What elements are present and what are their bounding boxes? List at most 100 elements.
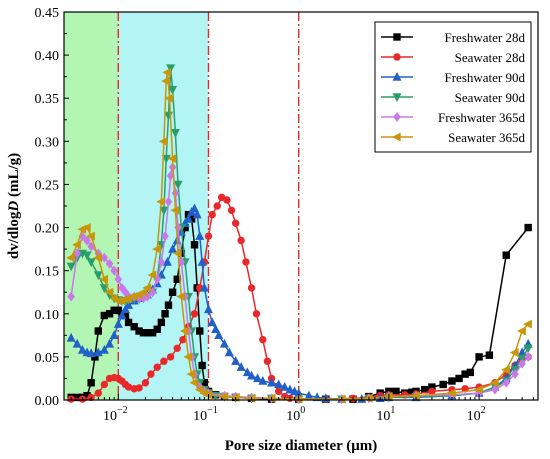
vertical-reference-lines bbox=[117, 12, 300, 400]
data-point bbox=[83, 235, 91, 246]
y-tick-label: 0.05 bbox=[35, 351, 60, 366]
data-point bbox=[231, 356, 241, 365]
data-point bbox=[66, 262, 76, 272]
legend-marker bbox=[391, 132, 401, 142]
data-point bbox=[110, 265, 118, 276]
data-point bbox=[161, 154, 171, 164]
data-point bbox=[439, 380, 447, 389]
data-point bbox=[117, 310, 127, 320]
data-point bbox=[207, 317, 217, 327]
data-point bbox=[502, 251, 510, 259]
data-point bbox=[113, 319, 123, 328]
data-point bbox=[524, 351, 532, 362]
data-point bbox=[66, 332, 76, 342]
data-point bbox=[161, 231, 169, 242]
data-point bbox=[72, 240, 81, 250]
data-point bbox=[236, 362, 246, 371]
data-point bbox=[67, 291, 75, 302]
data-point bbox=[162, 256, 172, 266]
data-point bbox=[87, 379, 95, 387]
data-point bbox=[164, 301, 173, 309]
data-point bbox=[219, 392, 229, 402]
y-tick-label: 0.10 bbox=[35, 308, 60, 323]
data-point bbox=[180, 326, 189, 336]
data-point bbox=[208, 210, 216, 219]
data-point bbox=[138, 287, 148, 297]
data-point bbox=[274, 379, 284, 389]
y-tick-label: 0.25 bbox=[35, 178, 60, 193]
data-point bbox=[153, 325, 161, 333]
x-tick-label: 100 bbox=[286, 405, 305, 424]
legend-label: Freshwater 90d bbox=[444, 70, 525, 85]
data-point bbox=[81, 223, 91, 233]
data-point bbox=[231, 219, 240, 227]
data-point bbox=[242, 367, 252, 377]
y-tick-label: 0.20 bbox=[35, 222, 60, 237]
data-point bbox=[170, 129, 180, 138]
data-point bbox=[157, 257, 166, 267]
data-point bbox=[267, 377, 277, 387]
data-point bbox=[170, 205, 180, 215]
data-point bbox=[247, 370, 257, 380]
data-point bbox=[213, 202, 221, 210]
data-point bbox=[501, 365, 510, 375]
data-point bbox=[99, 274, 109, 284]
data-point bbox=[99, 284, 109, 293]
data-point bbox=[227, 206, 236, 215]
legend-label: Seawater 28d bbox=[455, 50, 526, 65]
data-point bbox=[448, 377, 456, 385]
data-point bbox=[167, 154, 177, 164]
data-point bbox=[252, 310, 261, 318]
data-point bbox=[211, 324, 221, 333]
y-tick-label: 0.35 bbox=[35, 92, 60, 107]
data-point bbox=[77, 344, 87, 354]
data-point bbox=[86, 258, 96, 268]
data-point bbox=[120, 304, 130, 314]
data-point bbox=[259, 335, 267, 344]
data-point bbox=[94, 327, 102, 335]
data-point bbox=[183, 213, 193, 223]
data-point bbox=[199, 282, 209, 292]
data-point bbox=[485, 351, 494, 359]
data-point bbox=[105, 338, 115, 348]
data-point bbox=[223, 196, 231, 204]
data-point bbox=[192, 209, 202, 219]
y-axis-title-suffix: (mL/g) bbox=[6, 153, 22, 201]
data-point bbox=[214, 330, 224, 340]
legend-entry-2: Seawater 28d bbox=[381, 50, 525, 65]
data-point bbox=[190, 241, 199, 249]
data-point bbox=[161, 76, 170, 86]
data-point bbox=[73, 248, 81, 259]
data-point bbox=[164, 196, 173, 207]
data-point bbox=[124, 318, 133, 327]
data-point bbox=[455, 374, 463, 383]
data-point bbox=[93, 347, 103, 357]
y-axis-title-variable: D bbox=[6, 201, 22, 213]
data-point bbox=[474, 385, 483, 395]
data-point bbox=[475, 353, 483, 361]
data-point bbox=[153, 363, 161, 371]
data-point bbox=[258, 375, 268, 385]
data-point bbox=[142, 283, 152, 293]
shaded-region-1 bbox=[64, 12, 119, 400]
legend-marker bbox=[392, 71, 402, 81]
data-point bbox=[147, 270, 157, 280]
data-point bbox=[86, 231, 95, 241]
data-point bbox=[147, 370, 155, 378]
data-point bbox=[168, 85, 178, 95]
data-point bbox=[159, 206, 169, 216]
data-point bbox=[173, 180, 183, 190]
data-point bbox=[94, 389, 102, 397]
data-point bbox=[190, 310, 199, 318]
data-point bbox=[523, 344, 533, 354]
data-point bbox=[190, 203, 200, 213]
data-point bbox=[524, 223, 532, 232]
data-point bbox=[197, 256, 207, 266]
data-point bbox=[176, 292, 186, 302]
data-point bbox=[183, 352, 193, 362]
legend-marker bbox=[392, 93, 402, 103]
data-point bbox=[491, 384, 499, 395]
legend-entry-1: Freshwater 28d bbox=[381, 30, 525, 45]
data-point bbox=[100, 380, 109, 389]
series-layer bbox=[66, 64, 533, 405]
